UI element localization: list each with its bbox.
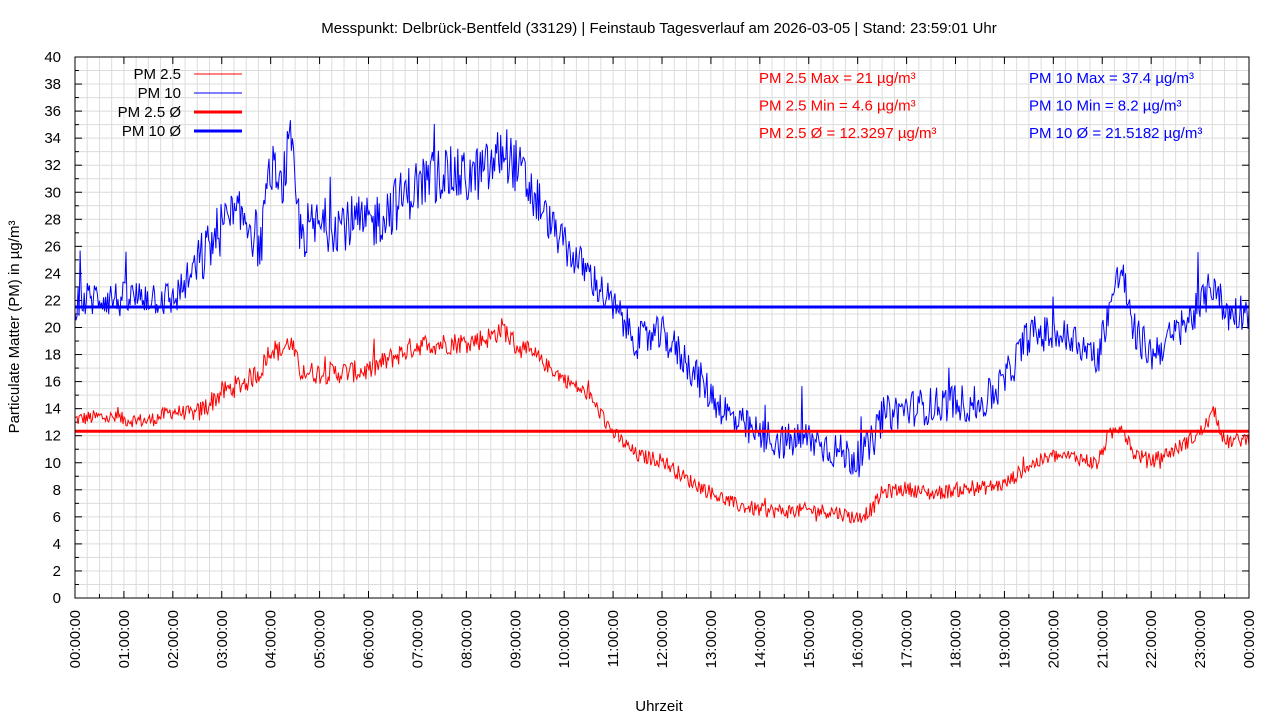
stat-pm10: PM 10 Ø = 21.5182 µg/m³ — [1029, 125, 1202, 142]
y-tick-label: 0 — [53, 590, 61, 607]
x-tick-label: 14:00:00 — [752, 610, 769, 668]
x-tick-label: 15:00:00 — [801, 610, 818, 668]
legend-label: PM 10 — [138, 85, 181, 102]
series-layer — [74, 120, 1250, 524]
y-tick-label: 8 — [53, 482, 61, 499]
x-tick-label: 06:00:00 — [361, 610, 378, 668]
y-tick-label: 36 — [44, 103, 61, 120]
x-tick-label: 01:00:00 — [116, 610, 133, 668]
x-tick-label: 18:00:00 — [948, 610, 965, 668]
x-tick-label: 20:00:00 — [1045, 610, 1062, 668]
x-tick-label: 00:00:00 — [1241, 610, 1258, 668]
x-tick-label: 16:00:00 — [850, 610, 867, 668]
y-tick-label: 30 — [44, 184, 61, 201]
x-tick-label: 23:00:00 — [1192, 610, 1209, 668]
stat-pm25: PM 2.5 Min = 4.6 µg/m³ — [759, 98, 916, 115]
x-tick-label: 04:00:00 — [263, 610, 280, 668]
chart-title: Messpunkt: Delbrück-Bentfeld (33129) | F… — [321, 20, 996, 37]
y-tick-label: 28 — [44, 211, 61, 228]
y-tick-label: 20 — [44, 320, 61, 337]
y-tick-label: 38 — [44, 76, 61, 93]
y-tick-label: 26 — [44, 238, 61, 255]
x-tick-label: 13:00:00 — [703, 610, 720, 668]
stat-pm25: PM 2.5 Max = 21 µg/m³ — [759, 70, 916, 87]
y-tick-label: 40 — [44, 49, 61, 66]
x-tick-label: 08:00:00 — [458, 610, 475, 668]
y-tick-label: 10 — [44, 455, 61, 472]
y-tick-label: 16 — [44, 374, 61, 391]
y-tick-label: 12 — [44, 428, 61, 445]
x-tick-label: 19:00:00 — [996, 610, 1013, 668]
y-tick-label: 22 — [44, 292, 61, 309]
legend-label: PM 10 Ø — [122, 123, 182, 140]
y-tick-label: 34 — [44, 130, 61, 147]
x-tick-label: 02:00:00 — [165, 610, 182, 668]
y-tick-label: 2 — [53, 563, 61, 580]
x-axis-label: Uhrzeit — [635, 698, 683, 715]
x-tick-label: 11:00:00 — [605, 610, 622, 667]
y-tick-label: 6 — [53, 509, 61, 526]
x-tick-label: 03:00:00 — [214, 610, 231, 668]
stats: PM 2.5 Max = 21 µg/m³ PM 2.5 Min = 4.6 µg… — [759, 70, 1202, 142]
y-tick-label: 4 — [53, 536, 61, 553]
x-tick-label: 05:00:00 — [312, 610, 329, 668]
x-tick-label: 22:00:00 — [1143, 610, 1160, 668]
x-tick-label: 09:00:00 — [507, 610, 524, 668]
series-line-pm25 — [74, 318, 1250, 524]
x-tick-label: 07:00:00 — [409, 610, 426, 668]
series-line-pm10 — [74, 120, 1250, 478]
y-tick-label: 24 — [44, 265, 61, 282]
legend-label: PM 2.5 Ø — [118, 104, 182, 121]
stat-pm10: PM 10 Min = 8.2 µg/m³ — [1029, 98, 1181, 115]
plot-frame — [74, 56, 1250, 599]
legend-label: PM 2.5 — [133, 66, 181, 83]
x-tick-label: 12:00:00 — [654, 610, 671, 668]
x-tick-label: 00:00:00 — [67, 610, 84, 668]
y-tick-label: 18 — [44, 347, 61, 364]
x-tick-label: 17:00:00 — [899, 610, 916, 668]
stat-pm10: PM 10 Max = 37.4 µg/m³ — [1029, 70, 1194, 87]
x-tick-label: 21:00:00 — [1094, 610, 1111, 668]
ticks: 024681012141618202224262830323436384000:… — [44, 49, 1258, 668]
stat-pm25: PM 2.5 Ø = 12.3297 µg/m³ — [759, 125, 936, 142]
x-tick-label: 10:00:00 — [556, 610, 573, 668]
y-tick-label: 14 — [44, 401, 61, 418]
legend: PM 2.5 PM 10 PM 2.5 Ø PM 10 Ø — [118, 66, 242, 140]
y-tick-label: 32 — [44, 157, 61, 174]
y-axis-label: Particulate Matter (PM) in µg/m³ — [6, 221, 23, 434]
